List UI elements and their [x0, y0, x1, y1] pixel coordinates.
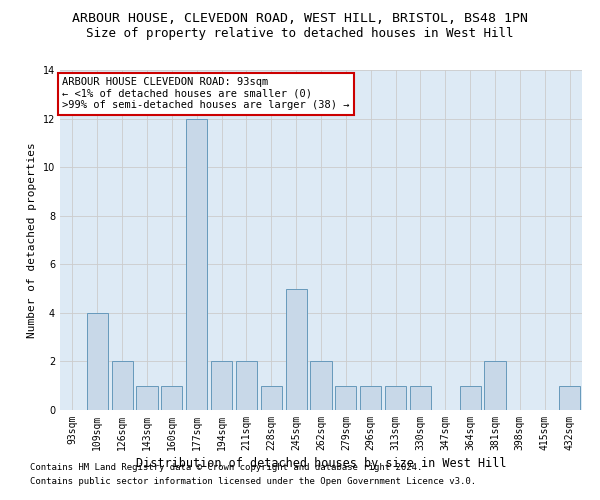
Bar — [286, 288, 307, 410]
Bar — [136, 386, 158, 410]
Bar — [460, 386, 481, 410]
Y-axis label: Number of detached properties: Number of detached properties — [27, 142, 37, 338]
Text: Contains public sector information licensed under the Open Government Licence v3: Contains public sector information licen… — [30, 477, 476, 486]
Text: ARBOUR HOUSE CLEVEDON ROAD: 93sqm
← <1% of detached houses are smaller (0)
>99% : ARBOUR HOUSE CLEVEDON ROAD: 93sqm ← <1% … — [62, 78, 350, 110]
Bar — [410, 386, 431, 410]
Bar — [360, 386, 381, 410]
Bar — [559, 386, 580, 410]
Bar — [211, 362, 232, 410]
Bar — [87, 313, 108, 410]
Bar — [335, 386, 356, 410]
Bar — [112, 362, 133, 410]
Text: Contains HM Land Registry data © Crown copyright and database right 2024.: Contains HM Land Registry data © Crown c… — [30, 464, 422, 472]
Bar — [385, 386, 406, 410]
Text: ARBOUR HOUSE, CLEVEDON ROAD, WEST HILL, BRISTOL, BS48 1PN: ARBOUR HOUSE, CLEVEDON ROAD, WEST HILL, … — [72, 12, 528, 26]
X-axis label: Distribution of detached houses by size in West Hill: Distribution of detached houses by size … — [136, 457, 506, 470]
Text: Size of property relative to detached houses in West Hill: Size of property relative to detached ho… — [86, 28, 514, 40]
Bar — [484, 362, 506, 410]
Bar — [261, 386, 282, 410]
Bar — [310, 362, 332, 410]
Bar — [186, 118, 207, 410]
Bar — [236, 362, 257, 410]
Bar — [161, 386, 182, 410]
